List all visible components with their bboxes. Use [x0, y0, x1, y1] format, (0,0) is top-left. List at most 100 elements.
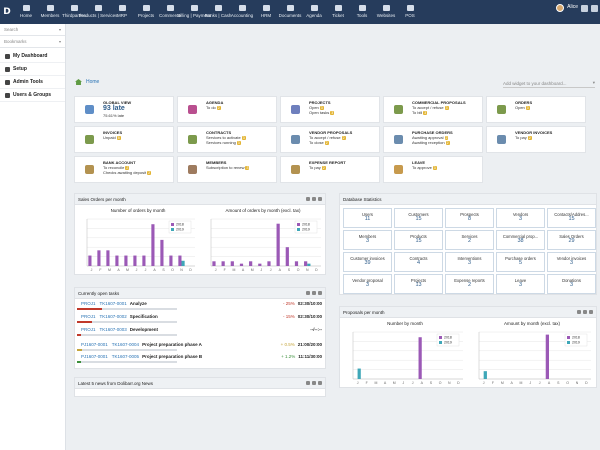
stat-box-donations[interactable]: Donations 3 [547, 274, 596, 294]
task-ref[interactable]: TK1607-0005 [111, 353, 140, 359]
tile-line[interactable]: Services to activate 3 [206, 135, 246, 140]
task-row[interactable]: PJ1607-0001 TK1607-0005 Project preparatio… [75, 351, 326, 361]
sidebar-item-setup[interactable]: Setup [0, 63, 65, 76]
task-row[interactable]: PROJ1 TK1607-0003 Development --/--:-- [75, 324, 326, 334]
menu-accounting[interactable]: Accounting [230, 0, 254, 24]
tile-line[interactable]: Services running 3 [206, 140, 241, 145]
stat-box-purchase-orders[interactable]: Purchase orders 5 [496, 252, 545, 272]
breadcrumb-home[interactable]: Home [86, 79, 100, 85]
close-icon[interactable] [318, 291, 322, 295]
stat-box-services[interactable]: Services 2 [445, 230, 494, 250]
close-icon[interactable] [589, 310, 593, 314]
menu-commerce[interactable]: Commerce [158, 0, 182, 24]
tile-agenda[interactable]: AGENDA To do 2 [177, 96, 277, 123]
filter-icon[interactable] [306, 197, 310, 201]
stat-box-vendor-invoices[interactable]: Vendor invoices 3 [547, 252, 596, 272]
tile-bank-account[interactable]: BANK ACCOUNT To reconcile 2 Checks awaiting… [74, 156, 174, 183]
tile-line[interactable]: Awaiting reception 2 [412, 140, 450, 145]
close-icon[interactable] [318, 197, 322, 201]
menu-home[interactable]: Home [14, 0, 38, 24]
tile-line[interactable]: Open 3 [515, 105, 530, 110]
search-input[interactable]: Search ▾ [0, 24, 65, 36]
tile-commercial-proposals[interactable]: COMMERCIAL PROPOSALS To accept / refuse 3 T… [383, 96, 483, 123]
sidebar-item-my-dashboard[interactable]: My Dashboard [0, 50, 65, 63]
stat-box-customer-invoices[interactable]: Customer invoices 39 [343, 252, 392, 272]
user-avatar[interactable] [556, 4, 565, 12]
project-ref[interactable]: PJ1607-0001 [81, 341, 108, 347]
menu-ticket[interactable]: Ticket [326, 0, 350, 24]
stat-box-leave[interactable]: Leave 3 [496, 274, 545, 294]
menu-mrp[interactable]: MRP [110, 0, 134, 24]
menu-billing-payment[interactable]: Billing | Payment [177, 0, 211, 24]
add-widget-select[interactable]: Add widget to your dashboard... ▾ [503, 79, 595, 88]
dolibarr-logo[interactable]: D [3, 7, 11, 17]
task-ref[interactable]: TK1607-0003 [99, 326, 127, 332]
tile-line[interactable]: To approve 3 [412, 165, 437, 170]
stat-box-sales-orders[interactable]: Sales Orders 29 [547, 230, 596, 250]
sidebar-item-users-groups[interactable]: Users & Groups [0, 89, 65, 102]
tile-members[interactable]: MEMBERS Subscription to renew 3 [177, 156, 277, 183]
tile-line[interactable]: Open tasks 3 [309, 110, 335, 115]
bookmarks-select[interactable]: Bookmarks ▾ [0, 36, 65, 48]
sidebar-item-admin-tools[interactable]: Admin Tools [0, 76, 65, 89]
user-name[interactable]: Alice [567, 4, 578, 10]
tile-invoices[interactable]: INVOICES Unpaid 8 [74, 126, 174, 153]
tile-vendor-proposals[interactable]: VENDOR PROPOSALS To accept / refuse 2 To cl… [280, 126, 380, 153]
tile-line[interactable]: Subscription to renew 3 [206, 165, 250, 170]
move-icon[interactable] [312, 381, 316, 385]
stat-box-interventions[interactable]: Interventions 3 [445, 252, 494, 272]
task-row[interactable]: PROJ1 TK1607-0001 Analyze - 25% 02:30/10:00 [75, 298, 326, 308]
move-icon[interactable] [583, 310, 587, 314]
tile-line[interactable]: To pay 2 [309, 165, 326, 170]
tile-line[interactable]: To close 2 [309, 140, 329, 145]
tile-expense-report[interactable]: EXPENSE REPORT To pay 2 [280, 156, 380, 183]
stat-box-commercial-prop-[interactable]: Commercial prop... 38 [496, 230, 545, 250]
tile-line[interactable]: To accept / refuse 3 [412, 105, 449, 110]
move-icon[interactable] [312, 197, 316, 201]
stat-box-projects[interactable]: Projects 13 [394, 274, 443, 294]
tile-line[interactable]: To bill 3 [412, 110, 428, 115]
print-icon[interactable] [581, 5, 588, 12]
task-row[interactable]: PROJ1 TK1607-0002 Specification - 15% 02:30/… [75, 311, 326, 321]
tile-projects[interactable]: PROJECTS Open 3 Open tasks 3 [280, 96, 380, 123]
task-row[interactable]: PJ1607-0001 TK1607-0004 Project preparatio… [75, 339, 326, 349]
task-ref[interactable]: TK1607-0004 [111, 341, 140, 347]
tile-line[interactable]: To reconcile 2 [103, 165, 130, 170]
project-ref[interactable]: PROJ1 [81, 313, 96, 319]
tile-leave[interactable]: LEAVE To approve 3 [383, 156, 483, 183]
tile-global-view[interactable]: GLOBAL VIEW 93 late 75.61% late [74, 96, 174, 123]
stat-box-prospects[interactable]: Prospects 8 [445, 208, 494, 228]
tile-line[interactable]: To do 2 [206, 105, 221, 110]
project-ref[interactable]: PROJ1 [81, 300, 96, 306]
stat-box-contracts[interactable]: Contracts 4 [394, 252, 443, 272]
tile-line[interactable]: To pay 2 [515, 135, 532, 140]
menu-documents[interactable]: Documents [278, 0, 302, 24]
stat-box-members[interactable]: Members 3 [343, 230, 392, 250]
tile-line[interactable]: Checks awaiting deposit 2 [103, 170, 152, 175]
stat-box-users[interactable]: Users 11 [343, 208, 392, 228]
project-ref[interactable]: PROJ1 [81, 326, 96, 332]
filter-icon[interactable] [306, 291, 310, 295]
menu-products-services[interactable]: Products | Services [79, 0, 117, 24]
close-icon[interactable] [318, 381, 322, 385]
project-ref[interactable]: PJ1607-0001 [81, 353, 108, 359]
tile-vendor-invoices[interactable]: VENDOR INVOICES To pay 2 [486, 126, 586, 153]
stat-box-vendor-proposal[interactable]: Vendor proposal 3 [343, 274, 392, 294]
stat-box-customers[interactable]: Customers 15 [394, 208, 443, 228]
tile-contracts[interactable]: CONTRACTS Services to activate 3 Services r… [177, 126, 277, 153]
tile-line[interactable]: Open 3 [309, 105, 324, 110]
move-icon[interactable] [312, 291, 316, 295]
logout-icon[interactable] [591, 5, 598, 12]
menu-banks-cash[interactable]: Banks | Cash [205, 0, 231, 24]
task-ref[interactable]: TK1607-0002 [99, 313, 127, 319]
stat-box-expense-reports[interactable]: Expense reports 2 [445, 274, 494, 294]
stat-box-vendors[interactable]: Vendors 3 [496, 208, 545, 228]
tile-line[interactable]: Unpaid 8 [103, 135, 121, 140]
tile-line[interactable]: Awaiting approval 2 [412, 135, 449, 140]
menu-pos[interactable]: POS [398, 0, 422, 24]
menu-thirdparties[interactable]: Thirdparties [62, 0, 86, 24]
tile-purchase-orders[interactable]: PURCHASE ORDERS Awaiting approval 2 Awaitin… [383, 126, 483, 153]
stat-box-products[interactable]: Products 15 [394, 230, 443, 250]
task-ref[interactable]: TK1607-0001 [99, 300, 127, 306]
tile-line[interactable]: To accept / refuse 2 [309, 135, 346, 140]
